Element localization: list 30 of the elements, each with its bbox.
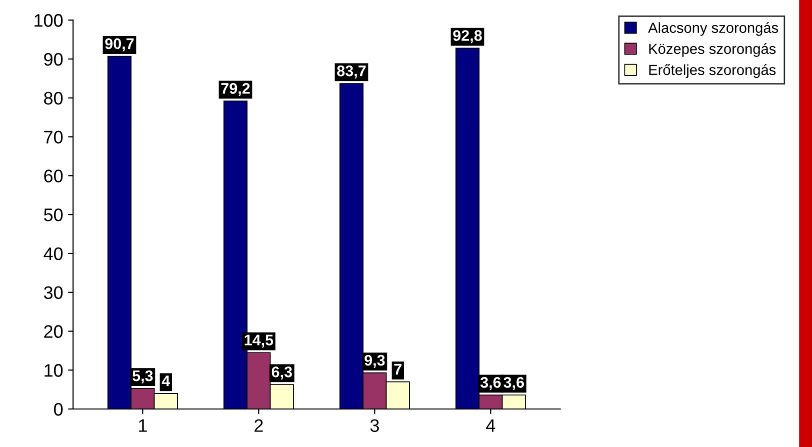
y-tick-label: 90 bbox=[44, 52, 63, 66]
data-label: 5,3 bbox=[132, 370, 153, 384]
data-label: 79,2 bbox=[221, 83, 250, 96]
data-label: 83,7 bbox=[337, 66, 366, 79]
legend-label: Alacsony szorongás bbox=[648, 22, 778, 36]
legend-label: Erőteljes szorongás bbox=[649, 64, 776, 78]
y-tick-label: 40 bbox=[44, 247, 63, 260]
y-tick-label: 100 bbox=[34, 14, 63, 27]
x-tick-label: 4 bbox=[486, 419, 496, 432]
data-label: 9,3 bbox=[364, 354, 385, 368]
y-tick-label: 20 bbox=[44, 325, 63, 338]
data-label: 3,6 bbox=[504, 377, 524, 390]
data-label: 7 bbox=[394, 364, 402, 374]
y-tick-label: 80 bbox=[44, 92, 63, 105]
x-tick-label: 1 bbox=[139, 419, 147, 432]
y-tick-label: 70 bbox=[44, 130, 63, 144]
y-tick-label: 60 bbox=[44, 170, 63, 182]
data-label: 14,5 bbox=[244, 334, 274, 348]
legend-label: Közepes szorongás bbox=[649, 43, 776, 57]
data-label: 4 bbox=[162, 376, 170, 386]
y-tick-label: 30 bbox=[44, 286, 63, 300]
data-label: 3,6 bbox=[480, 377, 501, 390]
data-label: 92,8 bbox=[453, 30, 482, 44]
x-tick-label: 2 bbox=[254, 419, 263, 432]
y-tick-label: 50 bbox=[44, 208, 63, 222]
data-label: 90,7 bbox=[105, 38, 134, 52]
data-label: 6,3 bbox=[272, 366, 292, 380]
y-tick-label: 10 bbox=[44, 364, 63, 377]
x-tick-label: 3 bbox=[370, 419, 379, 432]
y-tick-label: 0 bbox=[54, 402, 63, 416]
